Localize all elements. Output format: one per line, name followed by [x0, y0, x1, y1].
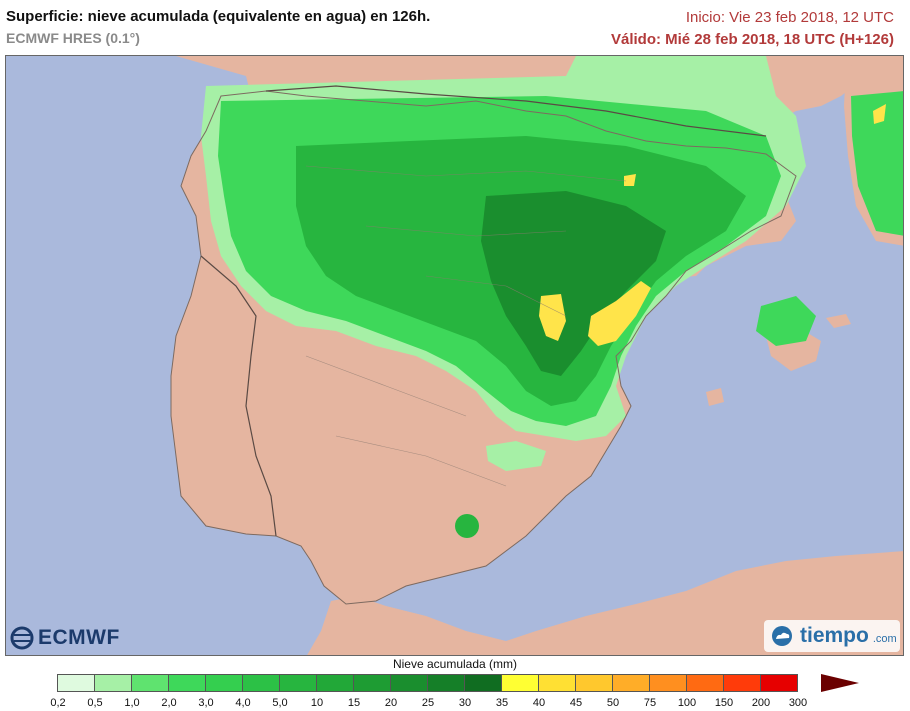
- legend-color-cell: [242, 674, 280, 692]
- border-france: [265, 85, 767, 137]
- legend-color-cell: [316, 674, 354, 692]
- legend-color-cell: [353, 674, 391, 692]
- legend-title: Nieve acumulada (mm): [392, 657, 518, 671]
- legend-color-cell: [390, 674, 428, 692]
- legend-tick-label: 15: [347, 697, 361, 709]
- legend-tick-labels: 0,2 0,5 1,0 2,0 3,0 4,0 5,0 10 15 20 25 30 35 40 45 50 7…: [0, 697, 910, 711]
- coastline: [170, 90, 797, 605]
- legend-color-cell: [94, 674, 132, 692]
- tiempo-logo-text: tiempo: [800, 624, 869, 647]
- legend-tick-label: 0,5: [87, 697, 103, 709]
- valid-time: Válido: Mié 28 feb 2018, 18 UTC (H+126): [610, 31, 894, 48]
- legend-tick-label: 35: [495, 697, 509, 709]
- legend-color-cell: [612, 674, 650, 692]
- map-view[interactable]: [5, 55, 904, 656]
- regional-borders: [305, 165, 627, 487]
- land-ibiza: [706, 388, 724, 406]
- legend-tick-label: 3,0: [198, 697, 214, 709]
- legend-color-cell: [686, 674, 724, 692]
- legend-tick-label: 20: [384, 697, 398, 709]
- legend-tick-label: 100: [677, 697, 697, 709]
- legend-color-cell: [538, 674, 576, 692]
- legend-tick-label: 5,0: [272, 697, 288, 709]
- legend-color-cell: [501, 674, 539, 692]
- ecmwf-logo: ECMWF: [10, 626, 120, 650]
- legend-tick-label: 1,0: [124, 697, 140, 709]
- legend-tick-label: 4,0: [235, 697, 251, 709]
- snow-sierra-nevada: [455, 514, 479, 538]
- legend-color-cell: [575, 674, 613, 692]
- legend-tick-label: 75: [643, 697, 657, 709]
- tiempo-logo-domain: .com: [872, 633, 897, 645]
- snow-max-north: [624, 174, 636, 186]
- snow-band-core: [481, 191, 666, 376]
- legend-tick-label: 45: [569, 697, 583, 709]
- legend-overflow-arrow: [821, 674, 859, 692]
- legend-color-cell: [205, 674, 243, 692]
- map-title: Superficie: nieve acumulada (equivalente…: [6, 8, 431, 25]
- legend-tick-label: 10: [310, 697, 324, 709]
- legend-tick-label: 2,0: [161, 697, 177, 709]
- legend-tick-label: 150: [714, 697, 734, 709]
- model-label: ECMWF HRES (0.1°): [6, 30, 140, 46]
- legend-color-cell: [57, 674, 95, 692]
- legend-tick-label: 200: [751, 697, 771, 709]
- legend-color-cell: [168, 674, 206, 692]
- cloud-sun-icon: [772, 626, 792, 646]
- legend-tick-label: 25: [421, 697, 435, 709]
- legend-color-cell: [649, 674, 687, 692]
- legend-tick-label: 300: [788, 697, 808, 709]
- legend-tick-label: 50: [606, 697, 620, 709]
- snow-south-fringe: [486, 441, 546, 471]
- border-portugal: [200, 255, 277, 537]
- legend-color-cell: [760, 674, 798, 692]
- ecmwf-logo-text: ECMWF: [38, 626, 120, 649]
- snow-map: [6, 56, 903, 655]
- snow-corsica: [851, 91, 903, 236]
- legend-color-cell: [464, 674, 502, 692]
- legend-color-cell: [131, 674, 169, 692]
- legend-colorbar: [57, 674, 798, 692]
- land-north-africa: [307, 551, 903, 655]
- legend-color-cell: [723, 674, 761, 692]
- init-time: Inicio: Vie 23 feb 2018, 12 UTC: [685, 9, 894, 26]
- legend-color-cell: [427, 674, 465, 692]
- tiempo-logo[interactable]: tiempo .com: [764, 620, 900, 652]
- snow-max-corsica: [873, 104, 886, 124]
- snow-max-levante: [588, 281, 651, 346]
- legend-color-cell: [279, 674, 317, 692]
- legend-tick-label: 40: [532, 697, 546, 709]
- land-menorca: [826, 314, 851, 328]
- snow-balearic: [756, 296, 816, 346]
- ecmwf-logo-icon: [10, 626, 34, 650]
- legend-tick-label: 30: [458, 697, 472, 709]
- legend-tick-label: 0,2: [50, 697, 66, 709]
